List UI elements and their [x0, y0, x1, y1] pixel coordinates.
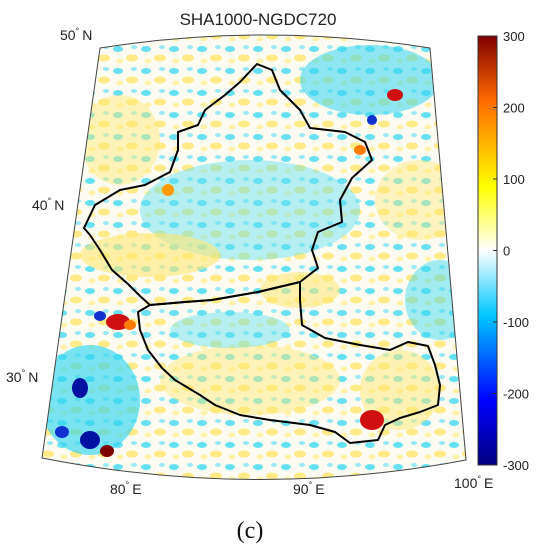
lat-label-30: 30° N: [6, 368, 38, 385]
colorbar-tick-label: 100: [503, 172, 525, 187]
colorbar-tick-label: -100: [503, 315, 529, 330]
lon-label-90: 90° E: [293, 480, 325, 497]
lon-label-80: 80° E: [110, 480, 142, 497]
lat-label-50: 50° N: [60, 26, 92, 43]
lon-label-100: 100° E: [454, 474, 493, 491]
colorbar-ticks: 300 200 100 0 -100 -200 -300: [493, 29, 529, 473]
map-frame: [41, 34, 467, 481]
colorbar-tick-label: -200: [503, 387, 529, 402]
map-title: SHA1000-NGDC720: [180, 10, 337, 29]
colorbar-tick-label: -300: [503, 458, 529, 473]
lat-label-40: 40° N: [32, 196, 64, 213]
colorbar-tick-label: 0: [503, 244, 510, 259]
figure-caption: (c): [237, 518, 264, 544]
region-boundary-south: [137, 281, 441, 444]
colorbar-tick-label: 200: [503, 101, 525, 116]
colorbar: 300 200 100 0 -100 -200 -300: [477, 29, 529, 473]
colorbar-tick-label: 300: [503, 29, 525, 44]
anomaly-field: [42, 35, 466, 480]
